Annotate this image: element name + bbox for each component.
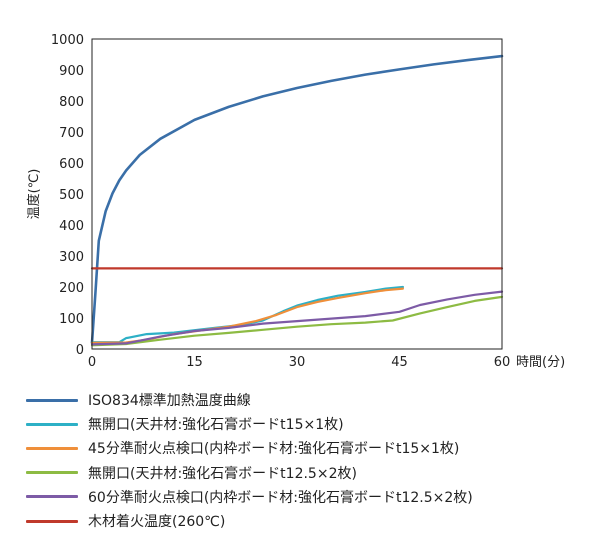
legend-item: 木材着火温度(260℃) bbox=[26, 509, 596, 533]
y-tick-label: 100 bbox=[59, 312, 84, 327]
y-tick-label: 700 bbox=[59, 126, 84, 141]
legend-label: ISO834標準加熱温度曲線 bbox=[88, 393, 251, 410]
series-line-4 bbox=[90, 295, 504, 347]
y-axis-label: 温度(℃) bbox=[26, 169, 42, 220]
y-tick-label: 0 bbox=[76, 343, 84, 358]
legend-item: 60分準耐火点検口(内枠ボード材:強化石膏ボードt12.5×2枚) bbox=[26, 485, 596, 509]
y-tick-label: 300 bbox=[59, 250, 84, 265]
series-line-5 bbox=[90, 290, 504, 346]
legend-item: ISO834標準加熱温度曲線 bbox=[26, 388, 596, 412]
legend-label: 60分準耐火点検口(内枠ボード材:強化石膏ボードt12.5×2枚) bbox=[88, 489, 473, 506]
legend-swatch bbox=[26, 446, 78, 450]
y-tick-label: 400 bbox=[59, 219, 84, 234]
legend-swatch bbox=[26, 495, 78, 499]
y-tick-label: 500 bbox=[59, 188, 84, 203]
x-axis-ticks: 0 15 30 45 60 bbox=[88, 355, 510, 370]
temperature-chart: 0 100 200 300 400 500 600 700 800 900 1000 0 15 30 45… bbox=[26, 33, 565, 370]
y-tick-label: 200 bbox=[59, 281, 84, 296]
legend-swatch bbox=[26, 398, 78, 402]
legend-swatch bbox=[26, 519, 78, 523]
legend-label: 無開口(天井材:強化石膏ボードt12.5×2枚) bbox=[88, 465, 357, 482]
legend-swatch bbox=[26, 422, 78, 426]
legend-label: 無開口(天井材:強化石膏ボードt15×1枚) bbox=[88, 417, 344, 434]
x-tick-label: 0 bbox=[88, 355, 96, 370]
x-tick-label: 30 bbox=[289, 355, 306, 370]
series-lines bbox=[90, 54, 504, 347]
y-tick-label: 1000 bbox=[51, 33, 84, 48]
y-tick-label: 800 bbox=[59, 95, 84, 110]
y-axis-ticks: 0 100 200 300 400 500 600 700 800 900 1000 bbox=[51, 33, 84, 358]
y-tick-label: 900 bbox=[59, 64, 84, 79]
legend-item: 無開口(天井材:強化石膏ボードt15×1枚) bbox=[26, 412, 596, 436]
y-tick-label: 600 bbox=[59, 157, 84, 172]
series-line-2 bbox=[90, 285, 404, 344]
x-axis-label: 時間(分) bbox=[516, 355, 565, 370]
series-line-1 bbox=[90, 54, 504, 345]
plot-frame bbox=[91, 38, 503, 350]
legend-item: 無開口(天井材:強化石膏ボードt12.5×2枚) bbox=[26, 461, 596, 485]
legend-item: 45分準耐火点検口(内枠ボード材:強化石膏ボードt15×1枚) bbox=[26, 436, 596, 460]
legend: ISO834標準加熱温度曲線無開口(天井材:強化石膏ボードt15×1枚) 45分準… bbox=[26, 388, 596, 533]
legend-label: 45分準耐火点検口(内枠ボード材:強化石膏ボードt15×1枚) bbox=[88, 441, 460, 458]
x-tick-label: 45 bbox=[391, 355, 408, 370]
x-tick-label: 15 bbox=[186, 355, 203, 370]
legend-swatch bbox=[26, 471, 78, 475]
legend-label: 木材着火温度(260℃) bbox=[88, 514, 226, 531]
x-tick-label: 60 bbox=[494, 355, 511, 370]
